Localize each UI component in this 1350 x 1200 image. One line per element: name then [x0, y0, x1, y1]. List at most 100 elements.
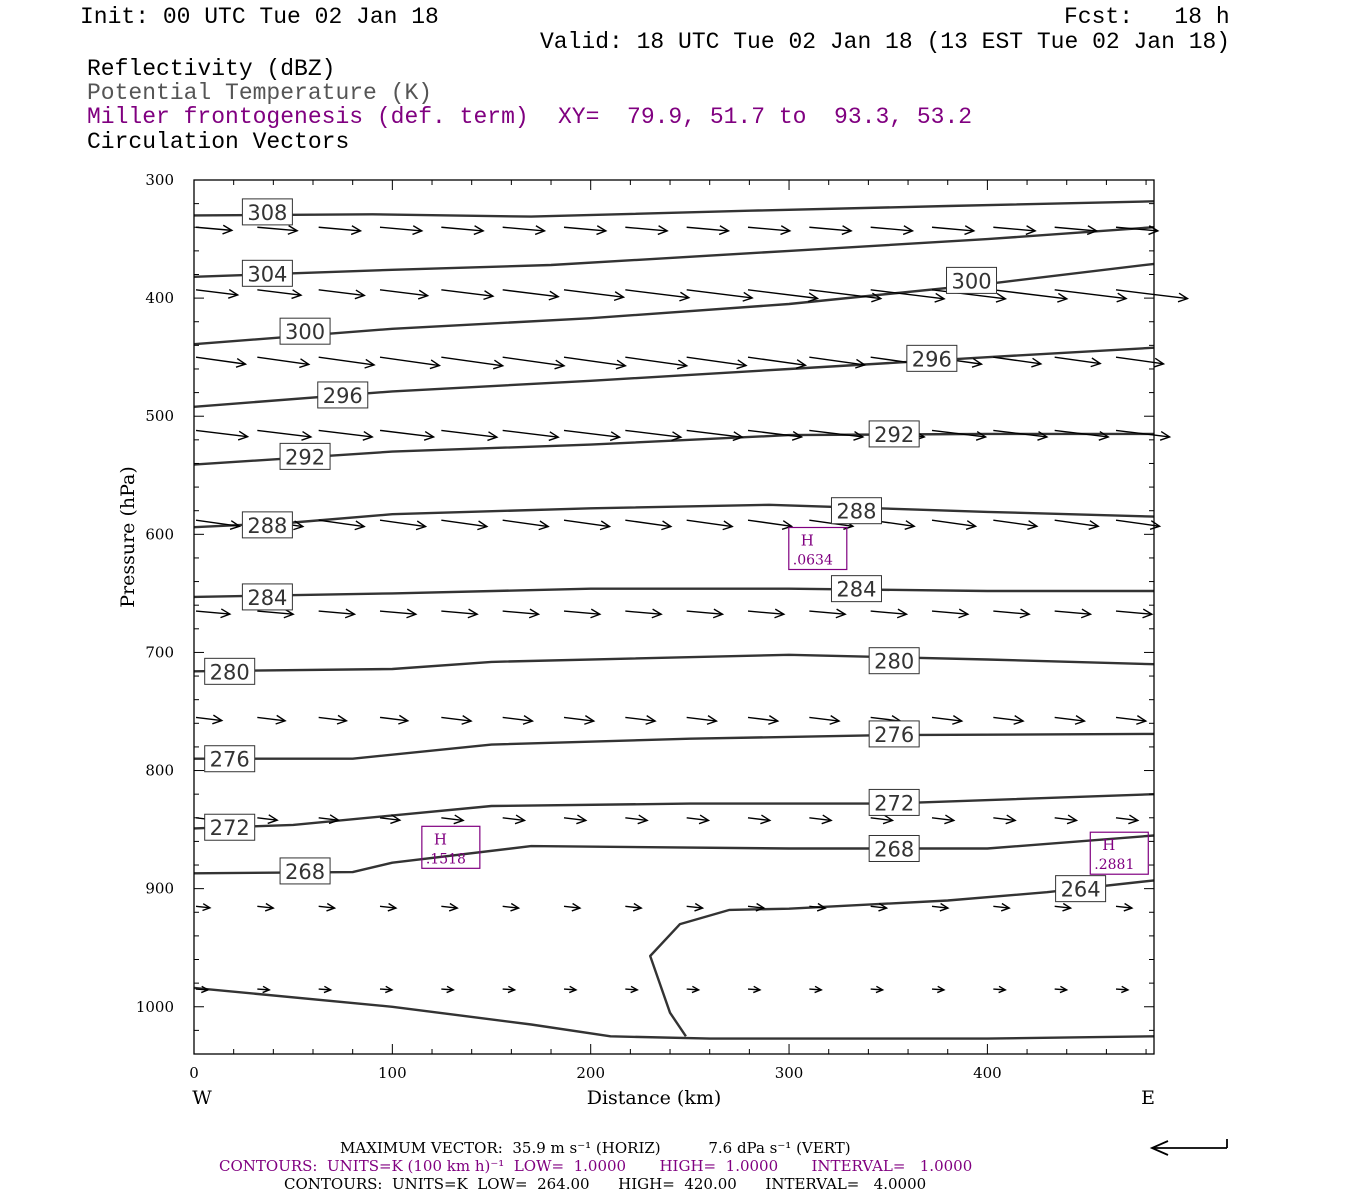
circulation-vector: [1115, 289, 1190, 303]
theta-label-box: [204, 657, 256, 685]
vector-shaft: [993, 226, 1036, 232]
high-letter: H: [434, 830, 447, 848]
vector-head: [1116, 292, 1128, 303]
vector-head: [584, 715, 596, 725]
circulation-vector: [993, 985, 1007, 994]
circulation-vector: [441, 289, 495, 301]
y-tick-label: 300: [145, 171, 174, 189]
vector-shaft: [931, 289, 1006, 300]
vector-shaft: [747, 289, 818, 300]
vector-head: [237, 430, 250, 441]
vector-shaft: [1115, 716, 1146, 722]
vector-shaft: [809, 716, 840, 722]
vector-head: [1128, 814, 1140, 825]
theta-label-box: [241, 198, 293, 226]
vector-head: [1123, 902, 1134, 912]
cross-section-endpoints: XY= 79.9, 51.7 to 93.3, 53.2: [558, 104, 973, 130]
vector-shaft: [1054, 817, 1077, 822]
vector-shaft: [1054, 519, 1099, 527]
theta-label-box: [1055, 875, 1107, 903]
vector-shaft: [379, 356, 440, 367]
vector-head: [477, 520, 489, 531]
theta-label-text: 284: [247, 586, 287, 610]
vector-shaft: [379, 905, 396, 909]
circulation-vector: [563, 715, 596, 725]
theta-contour-292: [193, 432, 1154, 466]
circulation-vector: [993, 814, 1017, 825]
theta-label-box: [830, 575, 882, 603]
theta-contour-284: [193, 587, 1154, 599]
circulation-vector: [379, 289, 430, 300]
circulation-vector: [1054, 289, 1128, 303]
theta-label-text: 304: [247, 262, 287, 286]
vector-head: [423, 430, 436, 441]
vector-head: [1031, 357, 1043, 368]
circulation-vector: [195, 356, 248, 368]
circulation-vector: [993, 356, 1043, 368]
vector-head: [736, 359, 748, 370]
circulation-vector: [441, 814, 465, 825]
vector-head: [732, 431, 744, 442]
theta-contour-300: [193, 262, 1155, 346]
vector-head: [406, 608, 418, 619]
circulation-vector: [686, 902, 705, 912]
vector-shaft: [257, 429, 312, 438]
vector-head: [446, 985, 455, 994]
circulation-vector: [502, 608, 541, 619]
vector-head: [299, 358, 311, 369]
high-letter: H: [801, 531, 814, 549]
theta-contour-280: [193, 653, 1155, 673]
circulation-vector: [318, 814, 341, 825]
vector-shaft: [318, 289, 365, 297]
vector-head: [571, 902, 582, 912]
theta-label-272: 272: [204, 813, 256, 841]
circulation-vector: [257, 902, 275, 912]
circulation-vector: [195, 903, 212, 912]
circulation-vector: [379, 519, 428, 531]
vector-head: [326, 902, 337, 912]
theta-label-text: 276: [210, 748, 250, 772]
theta-label-box: [279, 317, 331, 345]
theta-label-box: [830, 497, 882, 525]
circulation-vector: [502, 225, 547, 236]
vector-head: [222, 224, 234, 235]
vector-shaft: [1054, 716, 1085, 722]
circulation-vector: [1054, 715, 1087, 725]
vector-head: [590, 608, 602, 619]
circulation-vector: [318, 902, 337, 912]
frontogenesis-high: H .2881: [1089, 831, 1149, 875]
circulation-vector: [563, 356, 627, 370]
theta-label-text: 296: [912, 347, 952, 371]
vector-shaft: [993, 610, 1030, 615]
circulation-vector: [931, 429, 988, 441]
theta-label-text: 300: [285, 320, 325, 344]
circulation-vector: [747, 519, 794, 530]
circulation-vector: [809, 356, 867, 369]
theta-contour-276: [194, 732, 1155, 760]
vector-head: [698, 814, 711, 825]
vector-shaft: [502, 988, 515, 991]
vector-head: [882, 814, 895, 825]
vector-head: [902, 225, 915, 236]
vector-shaft: [441, 905, 458, 909]
circulation-vector: [931, 814, 956, 825]
vector-head: [1074, 715, 1087, 725]
vector-head: [896, 608, 909, 619]
vector-shaft: [502, 226, 545, 232]
circulation-vector: [318, 429, 374, 441]
circulation-vector: [563, 289, 626, 302]
vector-shaft: [195, 429, 248, 438]
circulation-vector: [747, 356, 808, 369]
vector-head: [510, 902, 521, 912]
theta-label-box: [241, 583, 293, 611]
vector-head: [483, 290, 495, 301]
vector-shaft: [625, 356, 687, 367]
circulation-vector: [686, 519, 734, 531]
vector-head: [467, 608, 479, 619]
vector-shaft: [1115, 519, 1160, 527]
vector-head: [637, 814, 649, 825]
vector-shaft: [870, 817, 893, 822]
vector-shaft: [931, 226, 974, 232]
circulation-vector: [809, 225, 853, 236]
